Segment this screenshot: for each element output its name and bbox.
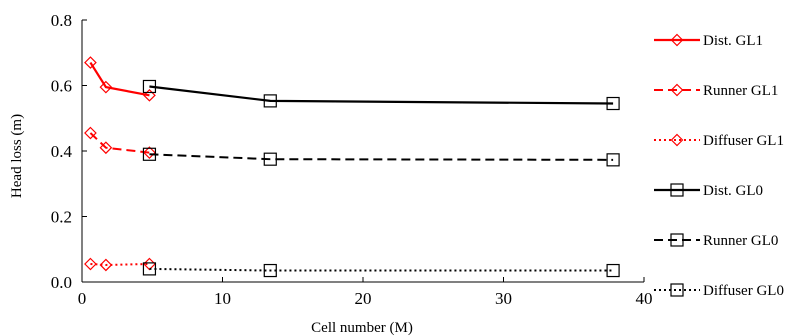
data-point	[84, 56, 97, 69]
data-point	[142, 147, 157, 161]
data-point	[606, 153, 620, 167]
y-tick-label: 0.4	[51, 142, 73, 161]
legend-label: Runner GL1	[703, 83, 778, 99]
series-runner-gl1	[84, 126, 156, 159]
x-tick-label: 10	[214, 289, 231, 308]
legend-entry: Runner GL1	[654, 83, 778, 99]
series-line	[90, 262, 150, 266]
series-diffuser-gl0	[142, 262, 620, 278]
series-line	[149, 267, 614, 272]
data-point	[142, 262, 157, 276]
legend-label: Runner GL0	[703, 233, 778, 249]
series-diffuser-gl1	[84, 257, 156, 272]
x-tick-label: 30	[495, 289, 512, 308]
legend-entry: Diffuser GL1	[654, 133, 784, 149]
legend-marker	[670, 183, 684, 197]
legend-entry: Dist. GL0	[654, 183, 763, 199]
series-dist-gl1	[84, 56, 156, 102]
series-line	[149, 85, 614, 105]
y-tick-label: 0.6	[51, 77, 72, 96]
data-point	[263, 94, 277, 108]
data-point	[99, 258, 113, 272]
legend-marker	[670, 133, 684, 147]
y-tick-label: 0.2	[51, 208, 72, 227]
legend-label: Dist. GL1	[703, 33, 763, 49]
legend-entry: Runner GL0	[654, 233, 778, 249]
data-point	[143, 88, 156, 102]
data-point	[142, 79, 157, 94]
x-tick-label: 40	[636, 289, 653, 308]
legend-entry: Dist. GL1	[654, 33, 763, 49]
data-point	[263, 263, 277, 278]
legend-marker	[670, 283, 684, 297]
data-point	[84, 257, 97, 271]
legend-label: Diffuser GL0	[703, 283, 784, 299]
data-point	[606, 263, 620, 278]
series-layer	[84, 56, 620, 278]
legend-marker	[670, 233, 684, 247]
series-dist-gl0	[142, 79, 620, 111]
legend-label: Dist. GL0	[703, 183, 763, 199]
series-runner-gl0	[142, 147, 620, 167]
series-line	[89, 61, 150, 97]
legend: Dist. GL1 Runner GL1 Diffuser GL1 Dist. GL0…	[654, 33, 784, 299]
x-tick-label: 20	[355, 289, 372, 308]
y-tick-label: 0.8	[51, 11, 72, 30]
data-point	[99, 141, 113, 155]
legend-entry: Diffuser GL0	[654, 283, 784, 299]
y-tick-label: 0.0	[51, 273, 72, 292]
data-point	[99, 80, 113, 94]
data-point	[606, 96, 620, 111]
legend-marker	[670, 33, 684, 47]
x-axis-title: Cell number (M)	[311, 320, 413, 336]
x-tick-label: 0	[78, 289, 87, 308]
legend-label: Diffuser GL1	[703, 133, 784, 149]
data-point	[143, 146, 156, 159]
y-axis-title: Head loss (m)	[9, 114, 25, 198]
legend-marker	[670, 83, 684, 97]
plot-area: 0.0 0.2 0.4 0.6 0.8 0 10 20 30 40	[51, 11, 653, 308]
series-line	[149, 153, 614, 161]
data-point	[263, 152, 277, 166]
series-line	[89, 132, 150, 154]
data-point	[84, 126, 97, 140]
